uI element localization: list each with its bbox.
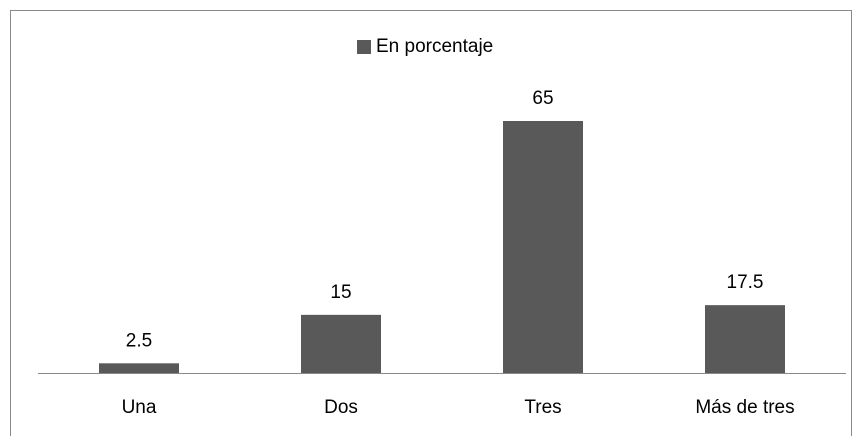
x-tick-label: Más de tres — [695, 397, 794, 418]
data-label: 17.5 — [727, 272, 764, 293]
x-tick-label: Dos — [324, 397, 358, 418]
legend-label: En porcentaje — [376, 36, 493, 57]
data-label: 65 — [532, 88, 553, 109]
bar — [99, 363, 179, 373]
bar — [705, 305, 785, 373]
data-label: 15 — [330, 282, 351, 303]
chart-border — [10, 10, 852, 436]
data-label: 2.5 — [126, 330, 152, 351]
legend-swatch — [357, 40, 371, 54]
x-tick-label: Una — [122, 397, 157, 418]
bar — [301, 314, 381, 373]
bar — [503, 121, 583, 373]
x-tick-label: Tres — [524, 397, 561, 418]
